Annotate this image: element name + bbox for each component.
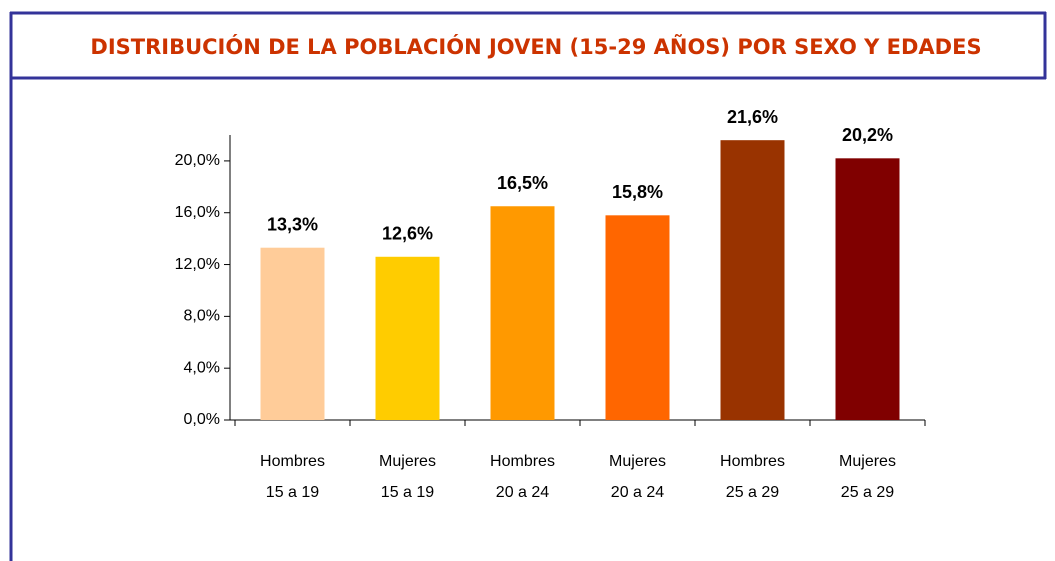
bar	[835, 158, 900, 420]
y-tick-label: 0,0%	[184, 411, 220, 428]
y-tick-label: 4,0%	[184, 359, 220, 376]
x-tick-label: 25 a 29	[726, 484, 779, 501]
x-tick-label: 20 a 24	[611, 484, 664, 501]
value-label: 15,8%	[612, 182, 663, 202]
chart-title: DISTRIBUCIÓN DE LA POBLACIÓN JOVEN (15-2…	[90, 34, 981, 59]
x-tick-label: 25 a 29	[841, 484, 894, 501]
x-tick-label: Mujeres	[379, 453, 436, 470]
bar	[490, 206, 555, 420]
value-label: 13,3%	[267, 214, 318, 234]
x-tick-label: Mujeres	[839, 453, 896, 470]
x-tick-label: Hombres	[490, 453, 555, 470]
value-label: 12,6%	[382, 224, 433, 244]
bar	[260, 247, 325, 420]
y-tick-label: 8,0%	[184, 308, 220, 325]
x-tick-label: 15 a 19	[266, 484, 319, 501]
value-label: 16,5%	[497, 173, 548, 193]
x-tick-label: 20 a 24	[496, 484, 549, 501]
y-tick-label: 12,0%	[175, 256, 220, 273]
bar	[375, 256, 440, 420]
y-tick-label: 16,0%	[175, 204, 220, 221]
bar	[720, 140, 785, 420]
bar	[605, 215, 670, 420]
x-tick-label: Mujeres	[609, 453, 666, 470]
value-label: 21,6%	[727, 107, 778, 127]
value-label: 20,2%	[842, 125, 893, 145]
x-tick-label: Hombres	[720, 453, 785, 470]
x-tick-label: Hombres	[260, 453, 325, 470]
x-tick-label: 15 a 19	[381, 484, 434, 501]
y-tick-label: 20,0%	[175, 152, 220, 169]
